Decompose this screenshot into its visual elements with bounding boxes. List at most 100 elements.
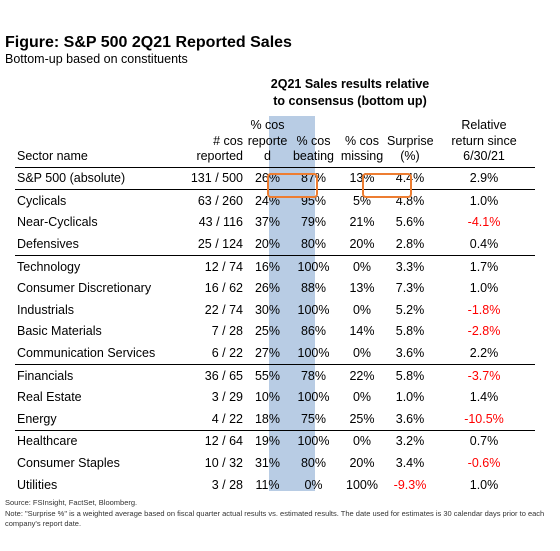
group-header-line1: 2Q21 Sales results relative [270, 77, 430, 91]
header-beating: % cos beating [290, 118, 337, 168]
sector-name-cell: Consumer Discretionary [17, 281, 152, 296]
pct-missing-cell: 20% [349, 237, 375, 252]
pct-reported-cell: 11% [255, 477, 280, 492]
pct-beating-cell: 80% [300, 456, 327, 471]
pct-beating-cell: 78% [290, 363, 337, 387]
reported-count-cell: 6 / 22 [211, 346, 243, 361]
pct-missing-cell: 14% [349, 324, 375, 339]
surprise-pct-cell: 7.3% [395, 281, 425, 296]
sector-name-cell: Financials [15, 363, 153, 387]
pct-reported-cell: 16% [245, 254, 290, 278]
table-row: Near-Cyclicals 43 / 116 37% 79% 21% 5.6% -4.1% [15, 212, 535, 234]
source-footnote: Source: FSInsight, FactSet, Bloomberg. [5, 498, 138, 507]
sector-name-cell: Communication Services [17, 346, 156, 361]
sector-name-cell: Real Estate [17, 390, 82, 405]
table-row: S&P 500 (absolute) 131 / 500 26% 87% 13% 4.4%… [15, 167, 535, 190]
header-relative-return: Relative return since 6/30/21 [433, 118, 535, 168]
pct-beating-cell: 100% [297, 302, 330, 317]
note-footnote: Note: "Surprise %" is a weighted average… [5, 509, 545, 528]
relative-return-cell: -2.8% [467, 324, 501, 339]
pct-reported-cell: 55% [245, 363, 290, 387]
table-row: Cyclicals 63 / 260 24% 95% 5% 4.8% 1.0% [15, 189, 535, 212]
pct-missing-cell: 0% [352, 346, 372, 361]
pct-reported-cell: 20% [254, 237, 281, 252]
surprise-pct-cell: 5.6% [395, 215, 425, 230]
table-header-row: Sector name # cos reported % cos reporte d … [15, 118, 535, 168]
reported-count-cell: 131 / 500 [190, 171, 243, 186]
header-pct-reported: % cos reporte d [245, 118, 290, 168]
surprise-pct-cell: -9.3% [393, 477, 427, 492]
header-sector: Sector name [15, 118, 153, 168]
pct-beating-cell: 100% [297, 346, 330, 361]
relative-return-cell: -3.7% [433, 363, 535, 387]
reported-count-cell: 25 / 124 [197, 237, 243, 252]
sector-name-cell: Energy [17, 411, 57, 426]
reported-count-cell: 3 / 28 [211, 477, 243, 492]
figure-subtitle: Bottom-up based on constituents [5, 52, 188, 66]
table-row: Industrials 22 / 74 30% 100% 0% 5.2% -1.8% [15, 299, 535, 321]
figure-title: Figure: S&P 500 2Q21 Reported Sales [5, 34, 292, 51]
surprise-pct-cell: 3.2% [387, 429, 433, 453]
sector-name-cell: Basic Materials [17, 324, 102, 339]
reported-count-cell: 4 / 22 [211, 411, 243, 426]
surprise-pct-cell: 5.2% [395, 302, 425, 317]
pct-reported-cell: 26% [254, 281, 281, 296]
table-row: Technology 12 / 74 16% 100% 0% 3.3% 1.7% [15, 254, 535, 278]
header-missing: % cos missing [337, 118, 387, 168]
relative-return-cell: 2.9% [469, 171, 499, 186]
pct-reported-cell: 30% [254, 302, 281, 317]
relative-return-cell: -4.1% [467, 215, 501, 230]
pct-missing-cell: 13% [349, 281, 375, 296]
reported-count-cell: 10 / 32 [204, 456, 243, 471]
table-row: Basic Materials 7 / 28 25% 86% 14% 5.8% -2.8% [15, 321, 535, 343]
pct-reported-cell: 10% [254, 390, 281, 405]
relative-return-cell: -10.5% [464, 411, 504, 426]
pct-missing-cell: 22% [337, 363, 387, 387]
reported-count-cell: 43 / 116 [198, 215, 243, 230]
beating-highlight-box [267, 173, 318, 198]
relative-return-cell: 1.0% [433, 189, 535, 212]
table-row: Healthcare 12 / 64 19% 100% 0% 3.2% 0.7% [15, 429, 535, 453]
surprise-pct-cell: 1.0% [395, 390, 425, 405]
beating-column-shade [269, 116, 315, 491]
reported-count-cell: 12 / 64 [153, 429, 245, 453]
surprise-highlight-box [362, 173, 412, 198]
surprise-pct-cell: 3.3% [387, 254, 433, 278]
relative-return-cell: 0.7% [433, 429, 535, 453]
surprise-pct-cell: 2.8% [395, 237, 425, 252]
sector-name-cell: Near-Cyclicals [17, 215, 98, 230]
surprise-pct-cell: 4.8% [387, 189, 433, 212]
surprise-pct-cell: 5.8% [387, 363, 433, 387]
pct-beating-cell: 100% [290, 254, 337, 278]
relative-return-cell: 2.2% [469, 346, 499, 361]
pct-beating-cell: 100% [290, 429, 337, 453]
relative-return-cell: -0.6% [467, 456, 501, 471]
pct-missing-cell: 100% [346, 477, 378, 492]
pct-reported-cell: 31% [254, 456, 281, 471]
reported-count-cell: 3 / 29 [211, 390, 243, 405]
table-body: S&P 500 (absolute) 131 / 500 26% 87% 13% 4.4%… [15, 167, 535, 495]
sector-name-cell: Defensives [17, 237, 79, 252]
table-row: Energy 4 / 22 18% 75% 25% 3.6% -10.5% [15, 408, 535, 430]
sector-name-cell: Cyclicals [15, 189, 153, 212]
surprise-pct-cell: 3.6% [395, 346, 425, 361]
sector-name-cell: Consumer Staples [17, 456, 120, 471]
sector-name-cell: Technology [15, 254, 153, 278]
pct-missing-cell: 0% [337, 429, 387, 453]
table-row: Real Estate 3 / 29 10% 100% 0% 1.0% 1.4% [15, 386, 535, 408]
pct-missing-cell: 0% [352, 302, 372, 317]
table-row: Defensives 25 / 124 20% 80% 20% 2.8% 0.4% [15, 233, 535, 255]
sales-results-table: Sector name # cos reported % cos reporte d … [15, 118, 535, 495]
sector-name-cell: S&P 500 (absolute) [17, 171, 126, 186]
pct-reported-cell: 19% [245, 429, 290, 453]
reported-count-cell: 36 / 65 [153, 363, 245, 387]
relative-return-cell: 1.0% [469, 281, 499, 296]
relative-return-cell: 1.4% [469, 390, 499, 405]
pct-beating-cell: 0% [304, 477, 323, 492]
header-surprise: Surprise (%) [387, 118, 434, 168]
pct-beating-cell: 79% [300, 215, 327, 230]
pct-beating-cell: 100% [297, 390, 330, 405]
pct-beating-cell: 86% [300, 324, 327, 339]
pct-reported-cell: 37% [254, 215, 281, 230]
relative-return-cell: 1.0% [469, 477, 499, 492]
